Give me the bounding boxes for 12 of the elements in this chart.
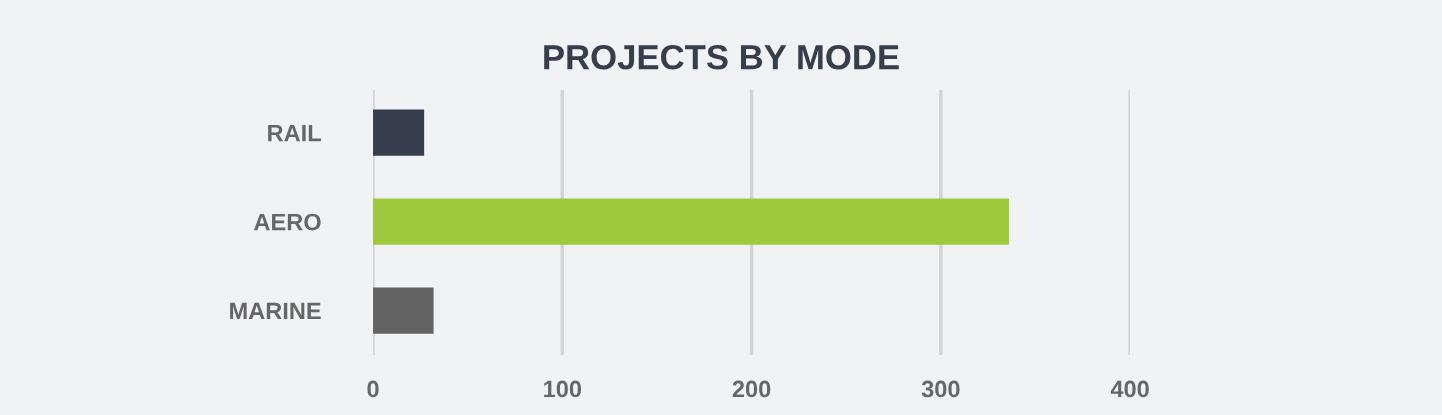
x-tick-label: 400 (1110, 380, 1149, 398)
x-tick-label: 100 (544, 380, 582, 398)
x-tick-label: 0 (367, 380, 379, 398)
bar (373, 287, 434, 334)
bar (373, 198, 1009, 245)
y-tick-label: AERO (254, 213, 321, 231)
x-tick-label: 200 (732, 380, 771, 398)
y-tick-label: MARINE (230, 302, 321, 320)
bar (373, 109, 425, 156)
chart-title: PROJECTS BY MODE (544, 44, 899, 70)
y-tick-label: RAIL (268, 124, 321, 142)
x-tick-label: 300 (921, 380, 960, 398)
